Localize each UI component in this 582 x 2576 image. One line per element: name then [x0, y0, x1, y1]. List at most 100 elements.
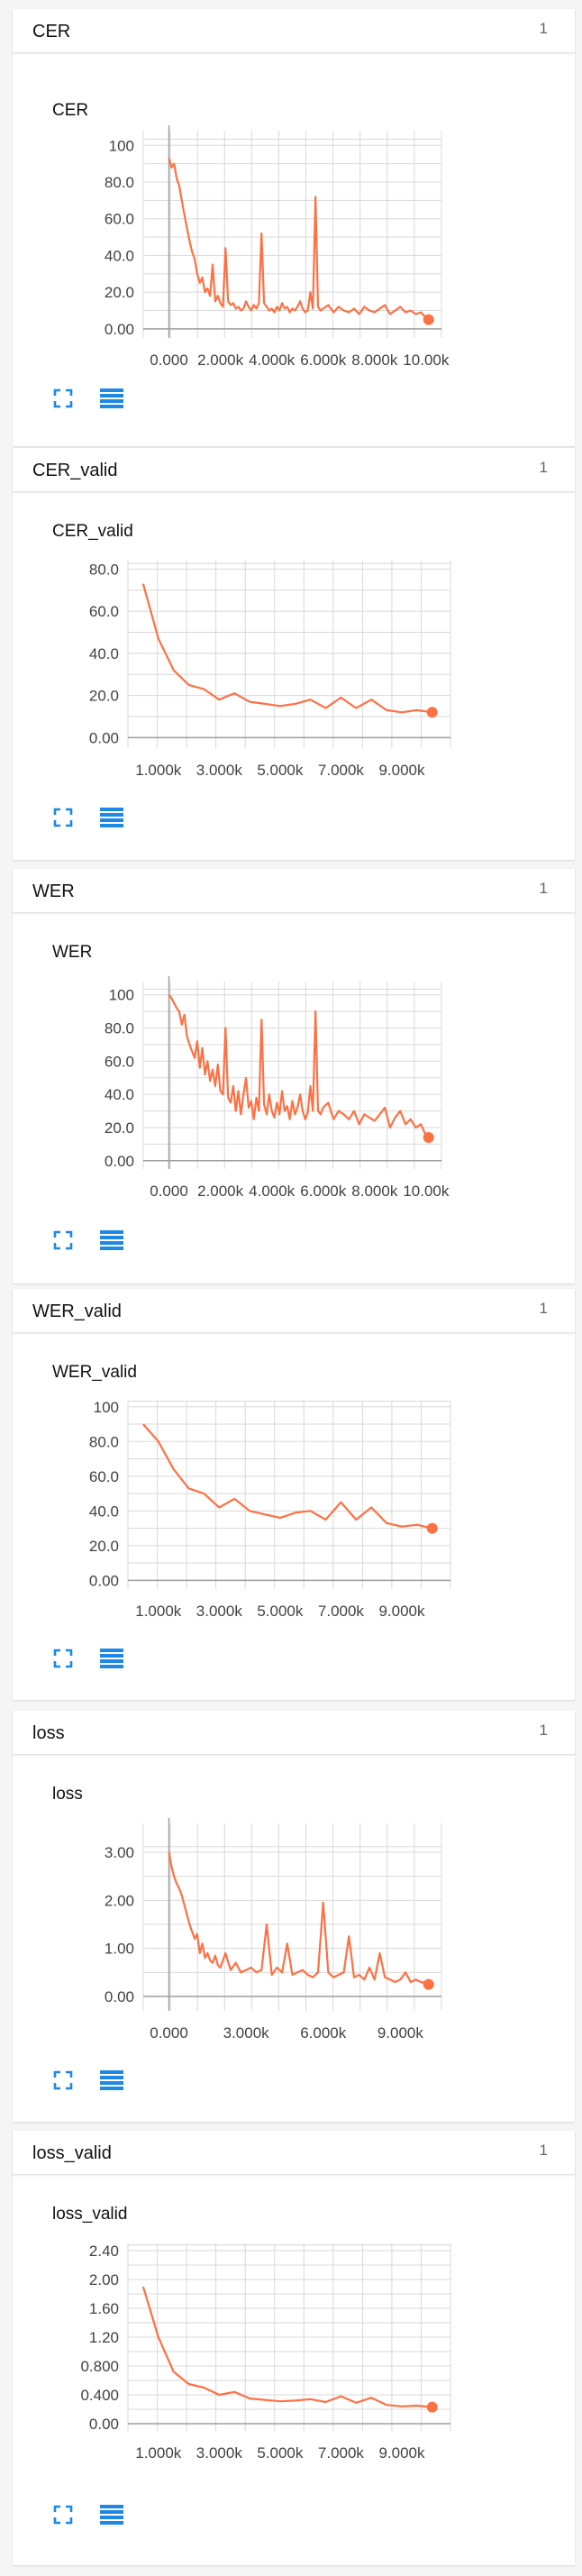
line-chart: 0.00 20.0 40.0 60.0 80.0 100 0.000 2.000k 4.000k…	[105, 976, 450, 1200]
y-tick-label: 0.00	[105, 321, 134, 338]
x-tick-label: 6.000k	[300, 352, 347, 369]
y-tick-label: 60.0	[89, 1468, 119, 1485]
series-last-point	[423, 1978, 434, 1990]
y-tick-label: 40.0	[89, 645, 119, 662]
y-tick-label: 100	[109, 987, 134, 1004]
x-tick-label: 0.000	[150, 1183, 188, 1200]
y-tick-label: 20.0	[89, 1538, 119, 1555]
expand-icon[interactable]	[52, 1648, 74, 1669]
x-tick-label: 6.000k	[300, 2024, 347, 2042]
series-last-point	[426, 2401, 438, 2413]
card-count: 1	[539, 20, 548, 37]
y-tick-label: 40.0	[105, 1086, 134, 1103]
x-tick-label: 5.000k	[257, 2444, 304, 2462]
x-tick-label: 8.000k	[351, 352, 398, 369]
x-tick-label: 9.000k	[377, 2024, 424, 2042]
x-tick-label: 3.000k	[196, 2444, 243, 2462]
grid	[142, 982, 442, 1169]
y-tick-label: 1.20	[89, 2329, 119, 2346]
expand-icon[interactable]	[52, 2069, 74, 2091]
expand-icon[interactable]	[52, 2504, 74, 2526]
series-line	[168, 158, 430, 321]
chart-title: WER_valid	[52, 1363, 137, 1382]
y-tick-label: 0.00	[89, 729, 119, 746]
series-line	[141, 2286, 432, 2408]
card-count: 1	[539, 459, 548, 476]
y-tick-label: 0.00	[105, 1988, 134, 2005]
card-header[interactable]: loss 1	[13, 1711, 575, 1755]
y-tick-label: 0.00	[89, 2416, 119, 2433]
x-tick-label: 1.000k	[135, 2444, 182, 2462]
x-tick-label: 8.000k	[351, 1183, 398, 1200]
card-title: CER_valid	[32, 461, 118, 480]
card-loss: loss 1 loss 0.00 1.00 2.00 3.00 0.000 3.000k 6…	[13, 1711, 575, 2122]
x-tick-label: 5.000k	[257, 762, 304, 779]
x-tick-label: 1.000k	[135, 1603, 182, 1620]
series-line	[168, 1851, 430, 1986]
y-tick-label: 0.00	[89, 1572, 119, 1589]
card-title: loss_valid	[32, 2143, 112, 2163]
expand-icon[interactable]	[52, 807, 74, 828]
y-tick-label: 40.0	[89, 1503, 119, 1520]
x-tick-label: 9.000k	[378, 2444, 425, 2462]
series-last-point	[426, 707, 438, 718]
series-last-point	[423, 314, 434, 325]
card-count: 1	[539, 880, 548, 897]
expand-icon[interactable]	[52, 1229, 74, 1251]
card-header[interactable]: WER_valid 1	[13, 1289, 575, 1333]
y-tick-label: 0.400	[80, 2387, 119, 2404]
list-icon[interactable]	[99, 1648, 123, 1669]
x-tick-label: 9.000k	[378, 762, 425, 779]
y-tick-label: 20.0	[105, 1119, 134, 1137]
expand-icon[interactable]	[52, 388, 74, 409]
series-line	[141, 583, 432, 714]
series-line	[142, 1423, 432, 1530]
y-tick-label: 80.0	[105, 1020, 134, 1037]
card-cer-valid: CER_valid 1 CER_valid 0.00 20.0 40.0 60.0 80…	[13, 448, 575, 860]
y-tick-label: 80.0	[89, 561, 119, 578]
list-icon[interactable]	[99, 388, 123, 409]
list-icon[interactable]	[99, 2504, 123, 2526]
x-tick-label: 10.00k	[403, 1183, 450, 1200]
x-tick-label: 6.000k	[300, 1183, 347, 1200]
grid	[127, 1401, 451, 1589]
y-tick-label: 1.60	[89, 2300, 119, 2317]
card-title: WER_valid	[32, 1302, 122, 1321]
x-tick-label: 1.000k	[135, 762, 182, 779]
card-header[interactable]: WER 1	[13, 869, 575, 913]
card-wer-valid: WER_valid 1 WER_valid 0.00 20.0 40.0 60.0 80…	[13, 1289, 575, 1700]
list-icon[interactable]	[99, 1229, 123, 1251]
y-tick-label: 80.0	[89, 1433, 119, 1450]
card-count: 1	[539, 1300, 548, 1317]
y-tick-label: 100	[109, 137, 134, 154]
y-tick-label: 60.0	[105, 211, 134, 228]
x-tick-label: 3.000k	[223, 2024, 270, 2042]
x-tick-label: 4.000k	[249, 352, 296, 369]
list-icon[interactable]	[99, 2069, 123, 2091]
y-tick-label: 2.00	[89, 2271, 119, 2288]
grid	[127, 2243, 451, 2431]
x-tick-label: 0.000	[150, 2024, 188, 2042]
card-cer: CER 1 CER 0.00 20.0 40.0 60.0 80.0 100 0.000 2.…	[13, 9, 575, 446]
card-loss-valid: loss_valid 1 loss_valid 0.00 0.400 0.800 1.…	[13, 2131, 575, 2565]
line-chart: 0.00 20.0 40.0 60.0 80.0 100 0.000 2.000k 4.000k…	[105, 125, 450, 369]
card-header[interactable]: CER_valid 1	[13, 448, 575, 492]
y-tick-label: 0.00	[105, 1153, 134, 1170]
y-tick-label: 20.0	[105, 284, 134, 301]
series-last-point	[426, 1522, 438, 1534]
list-icon[interactable]	[99, 807, 123, 828]
y-tick-label: 20.0	[89, 688, 119, 705]
card-title: loss	[32, 1723, 65, 1743]
series-last-point	[423, 1132, 434, 1144]
series-line	[168, 994, 430, 1138]
x-tick-label: 7.000k	[318, 1603, 365, 1620]
chart-title: loss_valid	[52, 2205, 128, 2224]
y-tick-label: 2.40	[89, 2243, 119, 2260]
x-tick-label: 2.000k	[197, 352, 244, 369]
chart-title: CER_valid	[52, 522, 133, 541]
line-chart: 0.00 1.00 2.00 3.00 0.000 3.000k 6.000k 9.000k	[105, 1818, 442, 2042]
card-header[interactable]: loss_valid 1	[13, 2131, 575, 2175]
x-tick-label: 5.000k	[257, 1603, 304, 1620]
card-header[interactable]: CER 1	[13, 9, 575, 53]
chart-title: CER	[52, 101, 89, 120]
